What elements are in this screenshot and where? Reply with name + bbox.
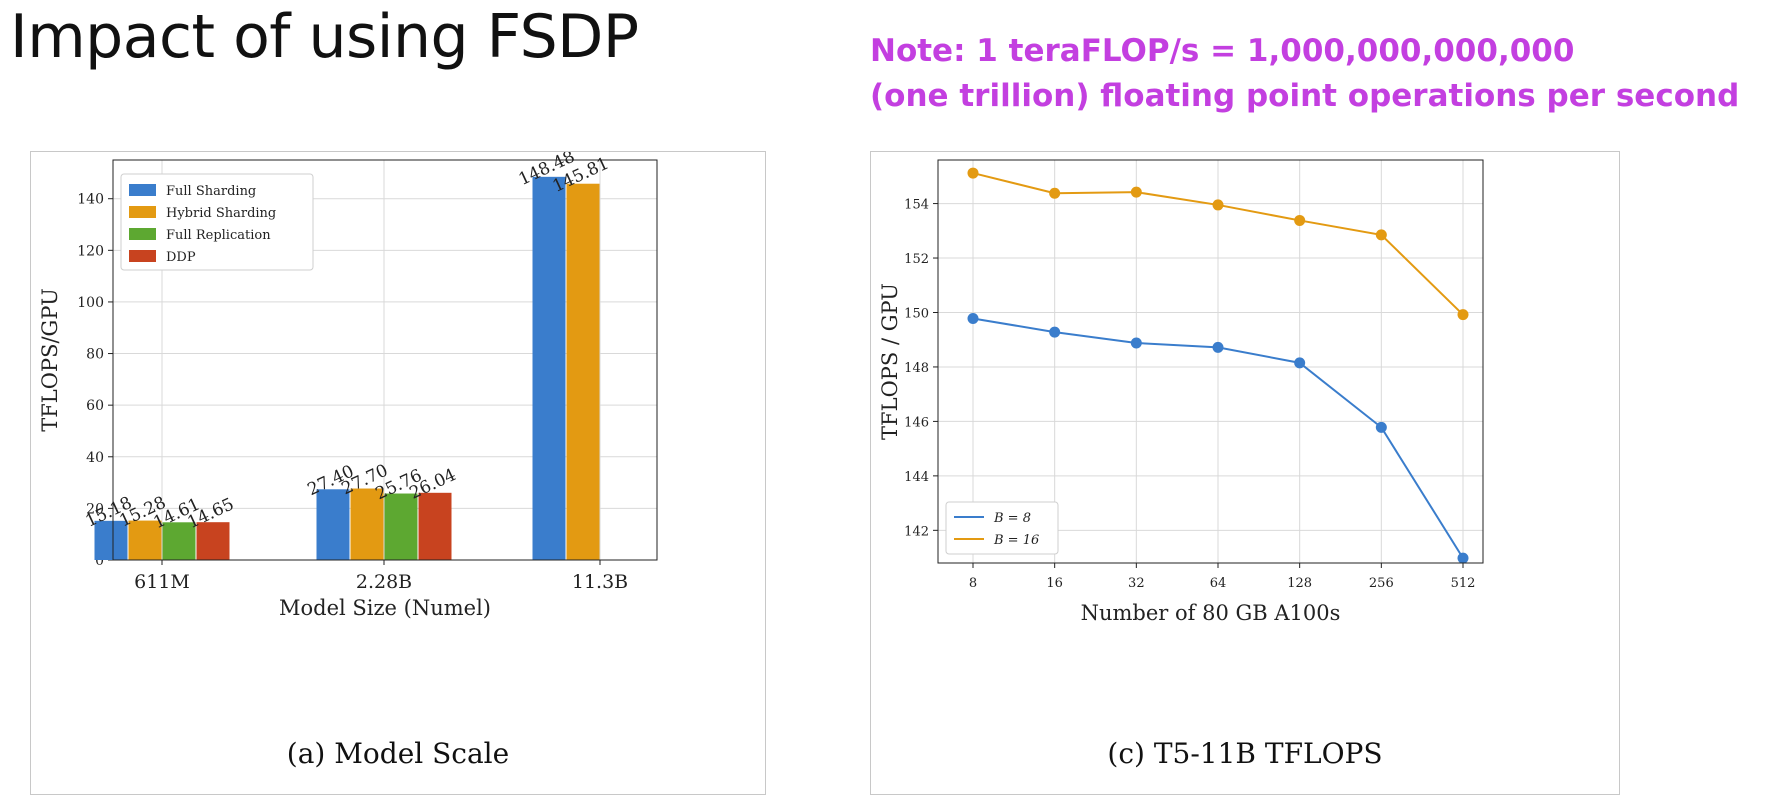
legend-label: B = 16 — [993, 533, 1039, 548]
note-line-2: (one trillion) floating point operations… — [870, 78, 1740, 114]
y-axis-label: TFLOPS / GPU — [878, 283, 902, 440]
x-tick-label: 64 — [1210, 576, 1227, 591]
x-tick-label: 11.3B — [572, 571, 628, 593]
legend-swatch — [129, 184, 156, 196]
x-axis-label: Number of 80 GB A100s — [1081, 601, 1341, 625]
x-tick-label: 256 — [1369, 576, 1394, 591]
data-point — [1049, 187, 1061, 199]
legend-swatch — [129, 228, 156, 240]
bar — [196, 522, 230, 560]
data-point — [1212, 199, 1224, 211]
y-tick-label: 154 — [904, 198, 929, 213]
x-tick-label: 128 — [1287, 576, 1312, 591]
data-point — [1130, 337, 1142, 349]
data-point — [1130, 186, 1142, 198]
line-chart-t5-tflops: 142 144 146 148 150 152 154 8 16 32 64 128 256 512 Num… — [878, 159, 1484, 625]
y-tick-label: 142 — [904, 524, 929, 539]
legend-label: B = 8 — [993, 511, 1031, 526]
x-axis-label: Model Size (Numel) — [279, 596, 491, 620]
y-tick-label: 0 — [95, 553, 104, 569]
y-tick-label: 146 — [904, 415, 929, 430]
chart-caption-t5-tflops: (c) T5-11B TFLOPS — [1107, 737, 1383, 770]
note-line-1: Note: 1 teraFLOP/s = 1,000,000,000,000 — [870, 33, 1575, 69]
data-point — [1375, 229, 1387, 241]
legend-label: Full Sharding — [166, 184, 256, 199]
y-tick-label: 100 — [77, 295, 104, 311]
data-point — [1294, 214, 1306, 226]
bar-chart-model-scale: 02040608010012014015.1827.40148.4815.282… — [38, 152, 658, 620]
legend-swatch — [129, 206, 156, 218]
chart-panel-model-scale: 0 20 40 60 80 100 120 140 15.18 27.40 148.48 15.28 2… — [30, 151, 766, 795]
bar — [94, 520, 128, 560]
legend-label: DDP — [166, 250, 196, 265]
plot-frame — [112, 159, 658, 561]
legend-swatch — [129, 250, 156, 262]
legend-label: Hybrid Sharding — [166, 206, 276, 221]
chart-caption-model-scale: (a) Model Scale — [286, 737, 510, 770]
data-point — [967, 167, 979, 179]
bar — [566, 183, 600, 560]
bar — [350, 488, 384, 560]
y-tick-label: 20 — [86, 501, 104, 517]
legend-box — [120, 173, 314, 271]
bar — [128, 520, 162, 560]
data-point — [1457, 552, 1469, 564]
x-tick-label: 611M — [134, 571, 190, 593]
x-tick-label: 32 — [1128, 576, 1145, 591]
y-tick-label: 120 — [77, 243, 104, 259]
slide-title: Impact of using FSDP — [10, 2, 639, 72]
data-point — [1457, 309, 1469, 321]
y-tick-label: 150 — [904, 306, 929, 321]
data-point — [1049, 326, 1061, 338]
y-tick-label: 148 — [904, 361, 929, 376]
x-tick-label: 16 — [1046, 576, 1063, 591]
data-point — [967, 312, 979, 324]
y-tick-label: 40 — [86, 450, 104, 466]
x-tick-label: 512 — [1451, 576, 1476, 591]
bar — [532, 176, 566, 560]
y-tick-label: 140 — [77, 192, 104, 208]
data-point — [1294, 357, 1306, 369]
bar — [384, 493, 418, 560]
bar — [162, 522, 196, 560]
chart-panel-t5-tflops: 142 144 146 148 150 152 154 8 16 32 64 128 256 512 Num… — [870, 151, 1620, 795]
x-tick-label: 8 — [969, 576, 977, 591]
y-tick-label: 80 — [86, 347, 104, 363]
y-tick-label: 152 — [904, 252, 929, 267]
y-axis-label: TFLOPS/GPU — [38, 288, 62, 432]
y-tick-label: 144 — [904, 470, 929, 485]
x-tick-label: 2.28B — [356, 571, 412, 593]
data-point — [1212, 341, 1224, 353]
legend-label: Full Replication — [166, 228, 271, 243]
y-tick-label: 60 — [86, 398, 104, 414]
bar — [418, 492, 452, 560]
bar — [316, 489, 350, 560]
data-point — [1375, 421, 1387, 433]
plot-frame — [937, 159, 1484, 564]
legend-box — [945, 501, 1059, 555]
